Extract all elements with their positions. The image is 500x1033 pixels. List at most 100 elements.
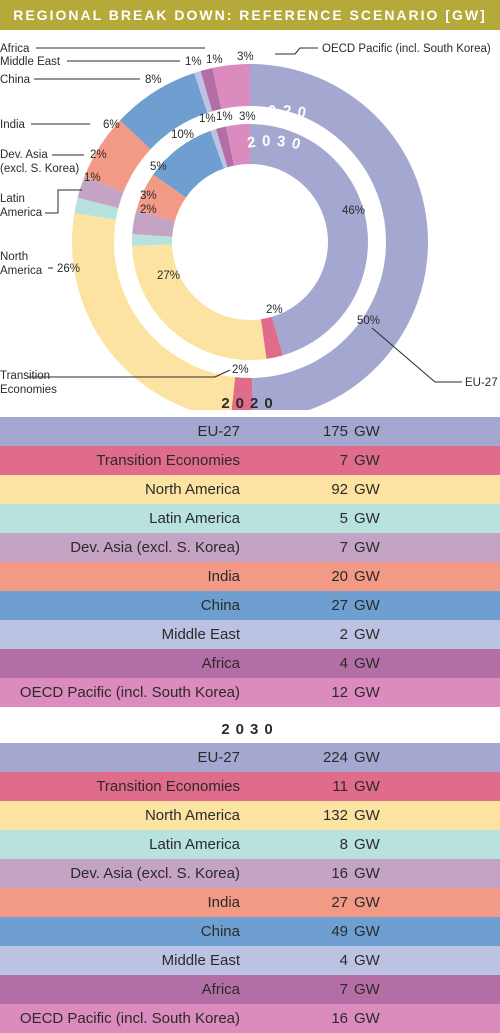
- row-region: Dev. Asia (excl. S. Korea): [70, 539, 240, 556]
- table-row: Latin America 5 GW: [0, 504, 500, 533]
- title-bar: REGIONAL BREAK DOWN: REFERENCE SCENARIO …: [0, 0, 500, 30]
- pct-2020-middle-east: 1%: [206, 54, 223, 66]
- slice-2030-eu-27: [250, 124, 368, 356]
- table-row: OECD Pacific (incl. South Korea) 12 GW: [0, 678, 500, 707]
- leader-latin-america: [45, 189, 82, 214]
- table-row: Middle East 2 GW: [0, 620, 500, 649]
- row-unit: GW: [354, 836, 380, 853]
- table-row: North America 132 GW: [0, 801, 500, 830]
- label-dev-asia-line2: (excl. S. Korea): [0, 163, 79, 175]
- slice-2030-china: [153, 130, 224, 198]
- row-unit: GW: [354, 865, 380, 882]
- slice-2030-africa: [216, 126, 235, 168]
- row-unit: GW: [354, 568, 380, 585]
- pct-2030-china: 10%: [171, 129, 194, 141]
- table-2020-heading: 2020: [221, 395, 279, 412]
- slice-2020-middle-east: [194, 70, 213, 113]
- pct-2030-eu27: 46%: [342, 205, 365, 217]
- table-row: Middle East 4 GW: [0, 946, 500, 975]
- table-2030-heading: 2030: [221, 721, 279, 738]
- table-row: India 20 GW: [0, 562, 500, 591]
- row-unit: GW: [354, 626, 380, 643]
- row-region: North America: [144, 481, 240, 498]
- row-unit: GW: [354, 1010, 380, 1027]
- row-region: Middle East: [161, 626, 240, 643]
- pct-2030-dev-asia: 3%: [140, 190, 157, 202]
- row-value: 27: [331, 894, 348, 911]
- pct-2030-transition: 2%: [266, 304, 283, 316]
- label-transition-line2: Economies: [0, 384, 57, 396]
- pct-2020-india: 6%: [103, 119, 120, 131]
- row-value: 92: [331, 481, 348, 498]
- row-unit: GW: [354, 423, 380, 440]
- row-value: 12: [331, 684, 348, 701]
- pct-2020-transition: 2%: [232, 364, 249, 376]
- table-row: Transition Economies 7 GW: [0, 446, 500, 475]
- row-value: 8: [339, 836, 348, 853]
- slice-2020-india: [84, 120, 151, 192]
- slice-2030-dev-asia-excl-s-korea-: [132, 210, 175, 237]
- row-unit: GW: [354, 510, 380, 527]
- row-unit: GW: [354, 952, 380, 969]
- table-2020: EU-27 175 GW Transition Economies 7 GW North A…: [0, 417, 500, 707]
- row-value: 49: [331, 923, 348, 940]
- table-row: EU-27 175 GW: [0, 417, 500, 446]
- row-unit: GW: [354, 778, 380, 795]
- row-region: Dev. Asia (excl. S. Korea): [70, 865, 240, 882]
- pct-2020-north-america: 26%: [57, 263, 80, 275]
- slice-2020-transition-economies: [231, 377, 253, 410]
- label-china: China: [0, 74, 31, 86]
- label-eu27: EU-27: [465, 377, 498, 389]
- label-oecd: OECD Pacific (incl. South Korea): [322, 43, 491, 55]
- row-region: China: [200, 923, 240, 940]
- pct-2020-eu27: 50%: [357, 315, 380, 327]
- slice-2020-china: [119, 72, 208, 150]
- pct-2030-india: 5%: [150, 161, 167, 173]
- pct-2030-oecd: 3%: [239, 111, 256, 123]
- row-unit: GW: [354, 539, 380, 556]
- row-value: 7: [339, 452, 348, 469]
- table-row: EU-27 224 GW: [0, 743, 500, 772]
- row-unit: GW: [354, 452, 380, 469]
- pct-2020-latin-america: 1%: [84, 172, 101, 184]
- table-row: Dev. Asia (excl. S. Korea) 16 GW: [0, 859, 500, 888]
- row-value: 224: [322, 749, 348, 766]
- slice-2030-oecd-pacific-incl-south-korea-: [225, 124, 250, 166]
- label-latin-america-line2: America: [0, 207, 43, 219]
- row-unit: GW: [354, 481, 380, 498]
- row-value: 5: [339, 510, 348, 527]
- row-unit: GW: [354, 894, 380, 911]
- slice-2030-middle-east: [210, 128, 228, 169]
- label-dev-asia-line1: Dev. Asia: [0, 149, 48, 161]
- slice-2020-eu-27: [250, 64, 428, 410]
- row-region: Africa: [201, 655, 240, 672]
- row-unit: GW: [354, 981, 380, 998]
- row-region: Latin America: [149, 836, 240, 853]
- chart-title: REGIONAL BREAK DOWN: REFERENCE SCENARIO …: [13, 7, 487, 23]
- row-unit: GW: [354, 807, 380, 824]
- row-region: EU-27: [197, 749, 240, 766]
- row-value: 27: [331, 597, 348, 614]
- label-north-america-line2: America: [0, 265, 43, 277]
- row-region: India: [207, 894, 240, 911]
- pct-2030-latin-america: 2%: [140, 204, 157, 216]
- row-region: North America: [144, 807, 240, 824]
- donut-chart: 2020 2030 Africa Middle East China India…: [0, 43, 498, 410]
- pct-2020-dev-asia: 2%: [90, 149, 107, 161]
- row-unit: GW: [354, 597, 380, 614]
- row-value: 175: [322, 423, 348, 440]
- row-value: 16: [331, 865, 348, 882]
- slice-2020-dev-asia-excl-s-korea-: [77, 176, 124, 209]
- ring-2030: [132, 124, 368, 361]
- pct-2030-north-america: 27%: [157, 270, 180, 282]
- row-value: 7: [339, 981, 348, 998]
- table-row: OECD Pacific (incl. South Korea) 16 GW: [0, 1004, 500, 1033]
- leader-oecd: [275, 47, 318, 55]
- row-region: Africa: [201, 981, 240, 998]
- row-value: 4: [339, 952, 348, 969]
- slice-2030-latin-america: [132, 234, 173, 246]
- row-region: Latin America: [149, 510, 240, 527]
- table-row: Latin America 8 GW: [0, 830, 500, 859]
- label-transition-line1: Transition: [0, 370, 50, 382]
- slice-2020-africa: [200, 68, 222, 112]
